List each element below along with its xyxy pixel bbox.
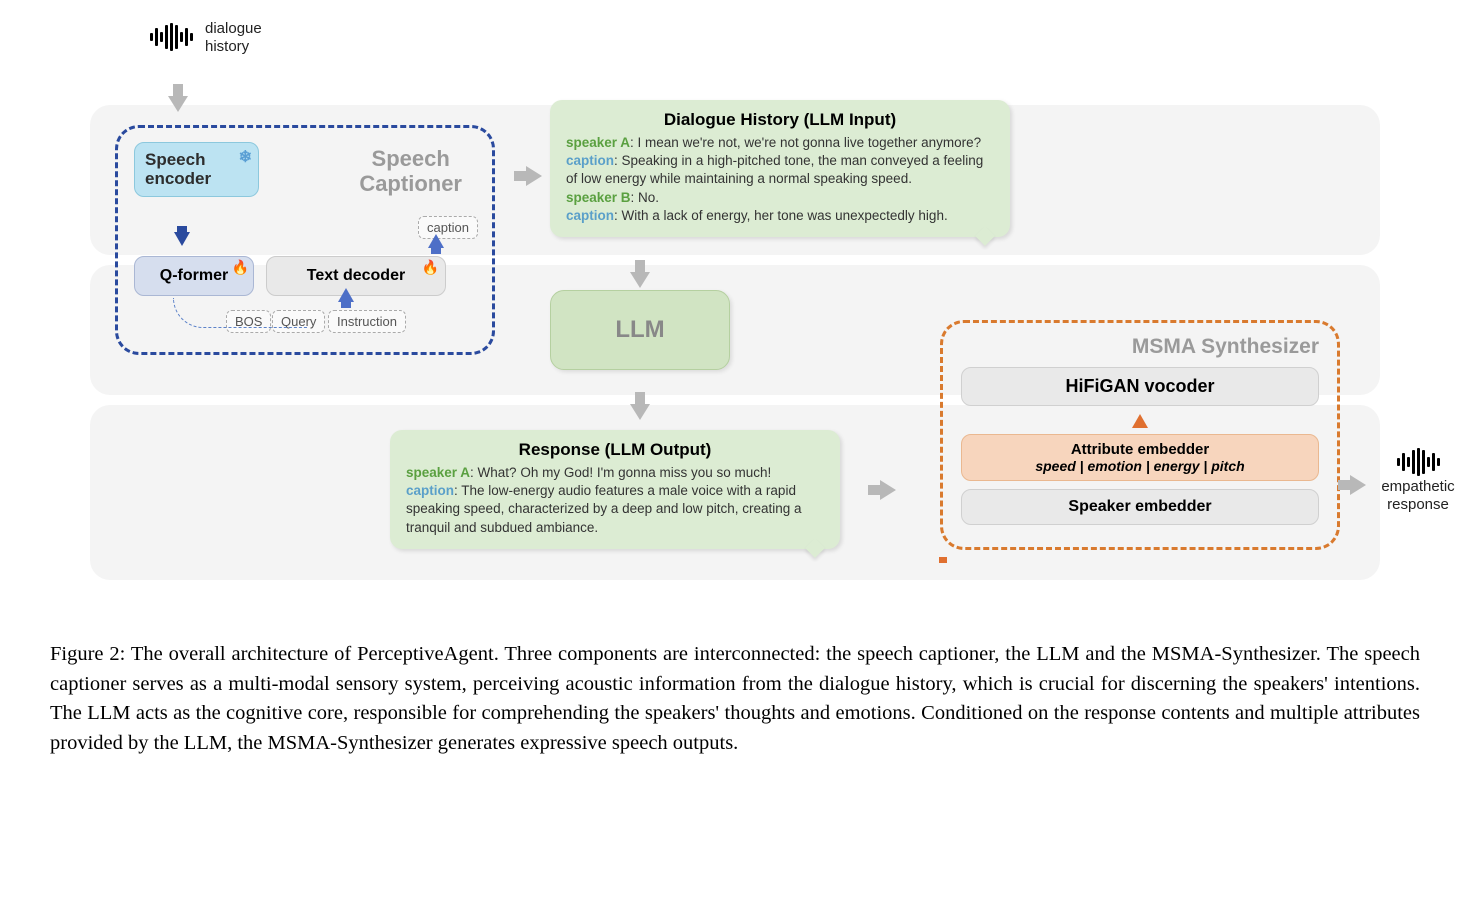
qformer-block: Q-former 🔥 [134, 256, 254, 296]
arrow-icon [630, 404, 650, 420]
speech-encoder-block: Speech encoder ❄ [134, 142, 259, 197]
arrow-icon [526, 166, 542, 186]
speech-captioner-box: Speech Captioner Speech encoder ❄ Q-form… [115, 125, 495, 355]
dialogue-history-input: dialogue history [150, 18, 310, 56]
waveform-icon [150, 23, 193, 51]
attr-embedder-title: Attribute embedder [972, 441, 1308, 458]
bubble-line: speaker A: I mean we're not, we're not g… [566, 134, 994, 152]
flame-icon: 🔥 [232, 259, 249, 276]
response-bubble: Response (LLM Output) speaker A: What? O… [390, 430, 840, 549]
arrow-icon [338, 288, 354, 302]
response-lines: speaker A: What? Oh my God! I'm gonna mi… [406, 464, 824, 537]
speech-encoder-label: Speech encoder [145, 150, 211, 188]
speech-captioner-title: Speech Captioner [359, 146, 462, 197]
msma-synthesizer-box: MSMA Synthesizer HiFiGAN vocoder Attribu… [940, 320, 1340, 550]
bubble-line: caption: With a lack of energy, her tone… [566, 207, 994, 225]
figure-caption: Figure 2: The overall architecture of Pe… [50, 640, 1420, 759]
dialogue-lines: speaker A: I mean we're not, we're not g… [566, 134, 994, 225]
text-decoder-block: Text decoder 🔥 [266, 256, 446, 296]
snowflake-icon: ❄ [239, 149, 252, 167]
bubble-line: caption: Speaking in a high-pitched tone… [566, 152, 994, 188]
attribute-embedder-block: Attribute embedder speed | emotion | ene… [961, 434, 1319, 481]
bubble-line: speaker B: No. [566, 189, 994, 207]
flame-icon: 🔥 [422, 259, 439, 276]
hifigan-block: HiFiGAN vocoder [961, 367, 1319, 406]
arrow-icon [1132, 414, 1148, 428]
text-decoder-label: Text decoder [307, 267, 405, 284]
arrow-icon [428, 234, 444, 248]
caption-token: caption [418, 216, 478, 239]
qformer-label: Q-former [160, 267, 228, 284]
waveform-icon [1368, 448, 1468, 476]
bubble-line: caption: The low-energy audio features a… [406, 482, 824, 537]
architecture-diagram: dialogue history Speech Captioner Speech… [50, 10, 1420, 610]
empathetic-response-label: empathetic response [1368, 478, 1468, 514]
dialogue-history-bubble: Dialogue History (LLM Input) speaker A: … [550, 100, 1010, 237]
dialogue-bubble-title: Dialogue History (LLM Input) [566, 110, 994, 130]
bubble-line: speaker A: What? Oh my God! I'm gonna mi… [406, 464, 824, 482]
speaker-embedder-block: Speaker embedder [961, 489, 1319, 525]
figure-number: Figure 2: [50, 643, 125, 665]
dialogue-history-label: dialogue history [205, 20, 262, 56]
empathetic-response-output: empathetic response [1368, 448, 1468, 514]
response-bubble-title: Response (LLM Output) [406, 440, 824, 460]
instruction-token: Instruction [328, 310, 406, 333]
arrow-icon [168, 96, 188, 112]
arrow-icon [880, 480, 896, 500]
arrow-icon [630, 272, 650, 288]
arrow-icon [174, 232, 190, 246]
llm-label: LLM [615, 316, 664, 344]
dashed-connector [173, 298, 308, 328]
msma-title: MSMA Synthesizer [961, 335, 1319, 359]
figure-caption-text: The overall architecture of PerceptiveAg… [50, 643, 1420, 754]
arrow-icon [1350, 475, 1366, 495]
llm-block: LLM [550, 290, 730, 370]
attr-embedder-sub: speed | emotion | energy | pitch [972, 458, 1308, 474]
